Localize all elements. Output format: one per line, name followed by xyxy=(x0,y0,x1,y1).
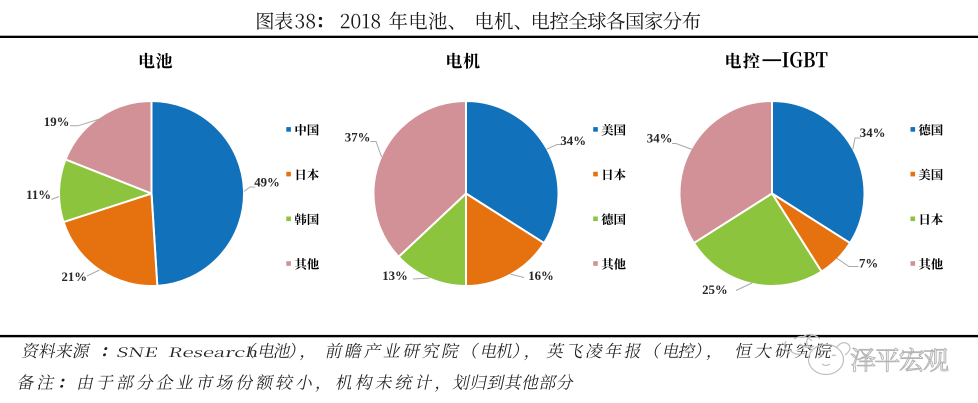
svg-text:34%: 34% xyxy=(860,126,886,140)
svg-text:7%: 7% xyxy=(859,256,878,270)
svg-text:25%: 25% xyxy=(702,283,728,297)
svg-text:21%: 21% xyxy=(62,270,88,284)
svg-text:19%: 19% xyxy=(44,115,70,129)
svg-text:37%: 37% xyxy=(345,131,371,145)
svg-text:16%: 16% xyxy=(528,269,554,283)
svg-text:49%: 49% xyxy=(254,176,280,190)
svg-text:34%: 34% xyxy=(647,131,673,145)
svg-text:34%: 34% xyxy=(560,134,586,148)
svg-text:11%: 11% xyxy=(26,188,51,202)
svg-text:13%: 13% xyxy=(382,269,408,283)
